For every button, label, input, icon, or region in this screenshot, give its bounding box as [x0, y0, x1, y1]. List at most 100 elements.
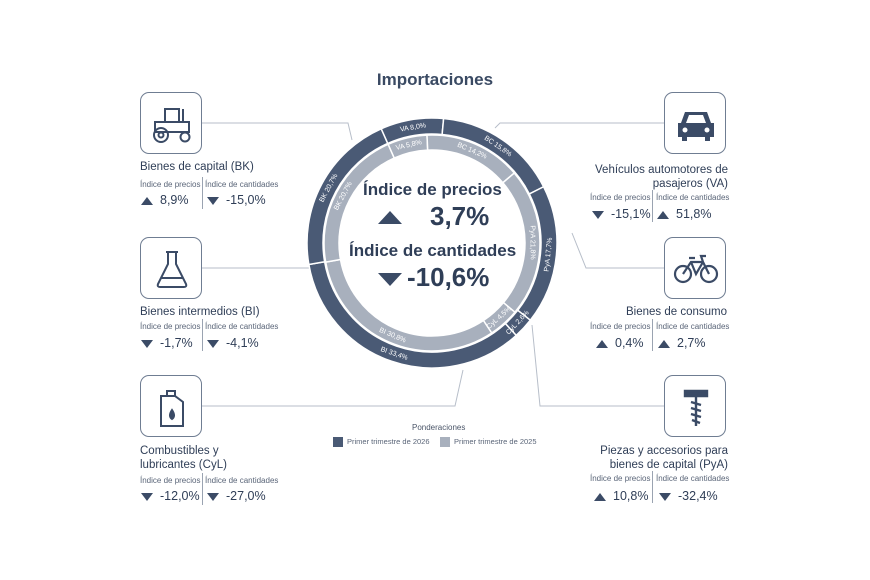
legend-label-2025: Primer trimestre de 2025	[454, 437, 537, 446]
legend-item-2026: Primer trimestre de 2026	[333, 437, 430, 448]
bicycle-icon	[673, 254, 719, 284]
tractor-icon-box	[140, 92, 202, 154]
bk-separator	[202, 177, 203, 209]
bi-qty-sublabel: Índice de cantidades	[205, 322, 279, 331]
bk-price-up-icon	[141, 196, 153, 205]
center-price-up-icon	[378, 211, 402, 224]
category-name-bi: Bienes intermedios (BI)	[140, 306, 260, 318]
bi-separator	[202, 319, 203, 351]
center-qty-down-icon	[378, 273, 402, 286]
category-name-pya-text: Piezas y accesorios para bienes de capit…	[600, 445, 728, 471]
bc-price-up-icon	[596, 339, 608, 348]
bicycle-icon-box	[664, 237, 726, 299]
pya-price-text: 10,8%	[613, 489, 649, 503]
pya-qty-sublabel: Índice de cantidades	[656, 474, 730, 483]
bk-qty-sublabel: Índice de cantidades	[205, 180, 279, 189]
cyl-price-text: -12,0%	[160, 489, 200, 503]
bc-qty-text: 2,7%	[677, 336, 706, 350]
pya-price-sublabel: Índice de precios	[590, 474, 651, 483]
bk-price-text: 8,9%	[160, 193, 189, 207]
connector-line-5	[531, 324, 664, 407]
screw-icon-box	[664, 375, 726, 437]
cyl-qty-down-icon	[207, 492, 219, 501]
bk-price-sublabel: Índice de precios	[140, 180, 201, 189]
slice-label-2025-pya: PyA 21,8%	[529, 225, 536, 259]
va-qty-text: 51,8%	[676, 207, 712, 221]
category-name-bc: Bienes de consumo	[625, 306, 727, 318]
legend-title: Ponderaciones	[412, 423, 466, 432]
cyl-qty-sublabel: Índice de cantidades	[205, 476, 279, 485]
category-name-va-text: Vehículos automotores de pasajeros (VA)	[595, 164, 728, 190]
flask-icon-box	[140, 237, 202, 299]
center-qty-value: -10,6%	[407, 262, 490, 292]
pya-qty-text: -32,4%	[678, 489, 718, 503]
legend-swatch-2025	[440, 437, 450, 448]
connector-line-0	[202, 122, 353, 141]
bi-price-down-icon	[141, 339, 153, 348]
bk-price-value: 8,9%	[141, 193, 189, 207]
pya-separator	[652, 471, 653, 503]
chart-title: Importaciones	[376, 70, 494, 89]
slice-label-2026-va: VA 8,0%	[400, 122, 427, 133]
inner-ring-2025	[323, 134, 541, 352]
bc-price-text: 0,4%	[615, 336, 644, 350]
pya-price-value: 10,8%	[594, 489, 648, 503]
legend-item-2025: Primer trimestre de 2025	[440, 437, 537, 448]
connector-line-4	[571, 232, 664, 269]
va-price-down-icon	[592, 210, 604, 219]
cyl-qty-value: -27,0%	[207, 489, 266, 503]
center-qty-label: Índice de cantidades	[349, 241, 517, 260]
tractor-icon	[153, 108, 191, 143]
bi-price-value: -1,7%	[141, 336, 193, 350]
cyl-price-value: -12,0%	[141, 489, 200, 503]
bi-price-text: -1,7%	[160, 336, 193, 350]
fuel-can-icon	[160, 390, 184, 427]
va-price-text: -15,1%	[611, 207, 651, 221]
fuel-can-icon-box	[140, 375, 202, 437]
category-name-bk: Bienes de capital (BK)	[140, 161, 254, 173]
va-qty-sublabel: Índice de cantidades	[656, 193, 730, 202]
cyl-price-sublabel: Índice de precios	[140, 476, 201, 485]
category-name-pya: Piezas y accesorios para bienes de capit…	[570, 444, 728, 472]
bi-qty-text: -4,1%	[226, 336, 259, 350]
va-separator	[652, 190, 653, 222]
bi-qty-value: -4,1%	[207, 336, 259, 350]
category-name-cyl-text: Combustibles y lubricantes (CyL)	[140, 445, 227, 471]
connector-line-3	[494, 122, 664, 129]
center-price-value: 3,7%	[430, 201, 490, 231]
bc-price-value: 0,4%	[596, 336, 644, 350]
va-qty-value: 51,8%	[657, 207, 711, 221]
bc-price-sublabel: Índice de precios	[590, 322, 651, 331]
pya-qty-down-icon	[659, 492, 671, 501]
car-icon-box	[664, 92, 726, 154]
pya-price-up-icon	[594, 492, 606, 501]
slice-2025-bk	[323, 143, 396, 263]
screw-icon	[683, 389, 709, 426]
connector-lines	[202, 122, 664, 407]
outer-ring-2026	[306, 117, 558, 369]
cyl-price-down-icon	[141, 492, 153, 501]
bc-separator	[652, 319, 653, 351]
va-price-sublabel: Índice de precios	[590, 193, 651, 202]
cyl-qty-text: -27,0%	[226, 489, 266, 503]
va-qty-up-icon	[657, 210, 669, 219]
center-price-label: Índice de precios	[363, 180, 502, 199]
bi-price-sublabel: Índice de precios	[140, 322, 201, 331]
bk-qty-down-icon	[207, 196, 219, 205]
slice-2026-bk	[306, 127, 389, 266]
car-icon	[678, 112, 714, 141]
va-price-value: -15,1%	[592, 207, 651, 221]
cyl-separator	[202, 473, 203, 505]
bc-qty-value: 2,7%	[658, 336, 706, 350]
legend-label-2026: Primer trimestre de 2026	[347, 437, 430, 446]
flask-icon	[156, 251, 188, 288]
bk-qty-value: -15,0%	[207, 193, 266, 207]
slice-label-2026-pya: PyA 17,7%	[544, 237, 554, 272]
legend-swatch-2026	[333, 437, 343, 448]
bk-qty-text: -15,0%	[226, 193, 266, 207]
category-name-cyl: Combustibles y lubricantes (CyL)	[140, 444, 250, 472]
bc-qty-up-icon	[658, 339, 670, 348]
category-name-va: Vehículos automotores de pasajeros (VA)	[570, 163, 728, 191]
connector-line-2	[202, 369, 464, 407]
